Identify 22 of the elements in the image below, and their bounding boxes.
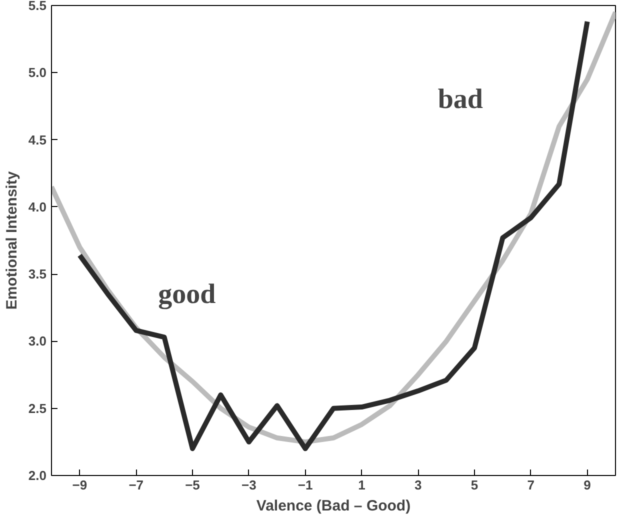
x-tick-label: −3 (241, 478, 256, 492)
y-tick-label: 4.0 (28, 199, 47, 214)
x-tick-label: 9 (584, 478, 591, 492)
y-tick-label: 2.0 (28, 468, 47, 483)
y-tick-label: 5.0 (28, 65, 47, 80)
y-axis-title: Emotional Intensity (3, 170, 20, 310)
y-tick-label: 3.5 (28, 266, 47, 282)
y-tick-label: 4.5 (28, 132, 47, 148)
x-tick-label: 3 (414, 478, 422, 492)
x-tick-label: 1 (358, 478, 366, 492)
x-tick-label: −7 (128, 478, 144, 492)
y-tick-label: 3.0 (28, 334, 47, 349)
x-axis-title: Valence (Bad – Good) (256, 498, 411, 514)
y-tick-label: 2.5 (28, 400, 47, 416)
annotation: bad (438, 84, 484, 115)
x-tick-label: 7 (527, 478, 535, 492)
x-tick-label: 5 (470, 478, 478, 492)
x-tick-label: −1 (298, 478, 313, 492)
y-tick-label: 5.5 (28, 0, 47, 13)
x-tick-label: −5 (185, 478, 200, 492)
x-tick-label: −9 (72, 478, 88, 492)
annotation: good (158, 279, 216, 310)
